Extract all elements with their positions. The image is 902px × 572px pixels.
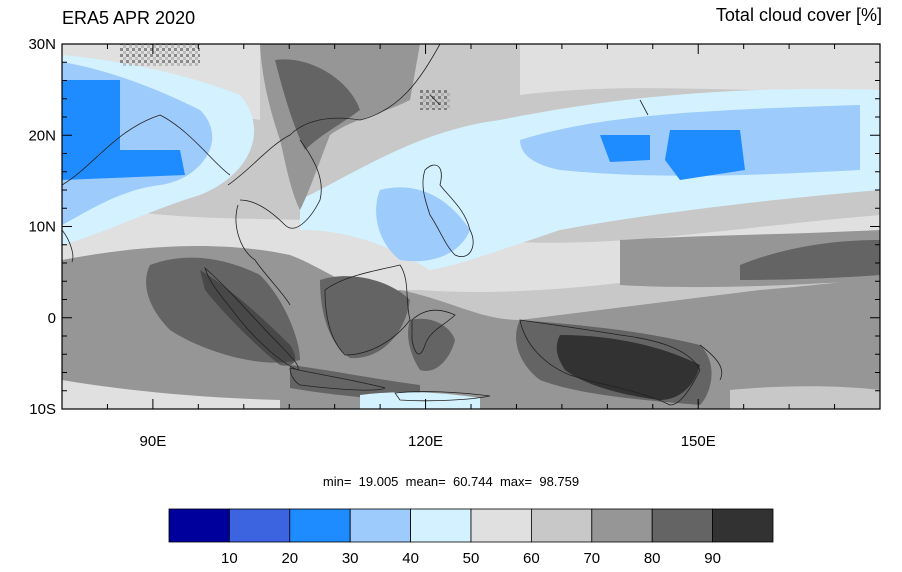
y-tick-label: 10N xyxy=(28,219,56,236)
y-tick-label: 0 xyxy=(48,310,56,327)
colorbar-swatch xyxy=(410,508,472,543)
colorbar-swatch xyxy=(651,508,714,543)
map-title: ERA5 APR 2020 xyxy=(62,8,196,28)
colorbar-label: 50 xyxy=(463,550,480,567)
colorbar-label: 30 xyxy=(342,550,359,567)
colorbar-swatch xyxy=(531,508,593,543)
y-tick-label: 20N xyxy=(28,127,56,144)
colorbar-label: 10 xyxy=(221,550,238,567)
colorbar-swatch xyxy=(591,508,653,543)
colorbar-swatch xyxy=(712,508,774,543)
colorbar-label: 70 xyxy=(583,550,600,567)
colorbar-swatch xyxy=(289,508,351,543)
x-tick-label: 120E xyxy=(408,433,443,450)
colorbar xyxy=(168,508,774,543)
colorbar-swatch xyxy=(470,508,532,543)
colorbar-swatch xyxy=(349,508,412,543)
y-axis-labels: 30N 20N 10N 0 10S xyxy=(28,36,56,418)
field-statistics: min= 19.005 mean= 60.744 max= 98.759 xyxy=(322,474,580,489)
cloud-field xyxy=(62,44,880,409)
colorbar-label: 60 xyxy=(523,550,540,567)
x-axis-labels: 90E 120E 150E xyxy=(140,433,716,450)
colorbar-swatch xyxy=(228,508,291,543)
colorbar-label: 90 xyxy=(704,550,721,567)
axis-ticks xyxy=(61,43,881,410)
coastlines xyxy=(62,44,723,406)
colorbar-label: 80 xyxy=(644,550,661,567)
x-tick-label: 90E xyxy=(140,433,167,450)
colorbar-labels: 10 20 30 40 50 60 70 80 90 xyxy=(221,550,721,567)
y-tick-label: 30N xyxy=(28,36,56,53)
x-tick-label: 150E xyxy=(681,433,716,450)
variable-title: Total cloud cover [%] xyxy=(715,5,882,25)
y-tick-label: 10S xyxy=(29,401,56,418)
colorbar-label: 40 xyxy=(402,550,419,567)
colorbar-swatch xyxy=(168,508,230,543)
colorbar-label: 20 xyxy=(281,550,298,567)
